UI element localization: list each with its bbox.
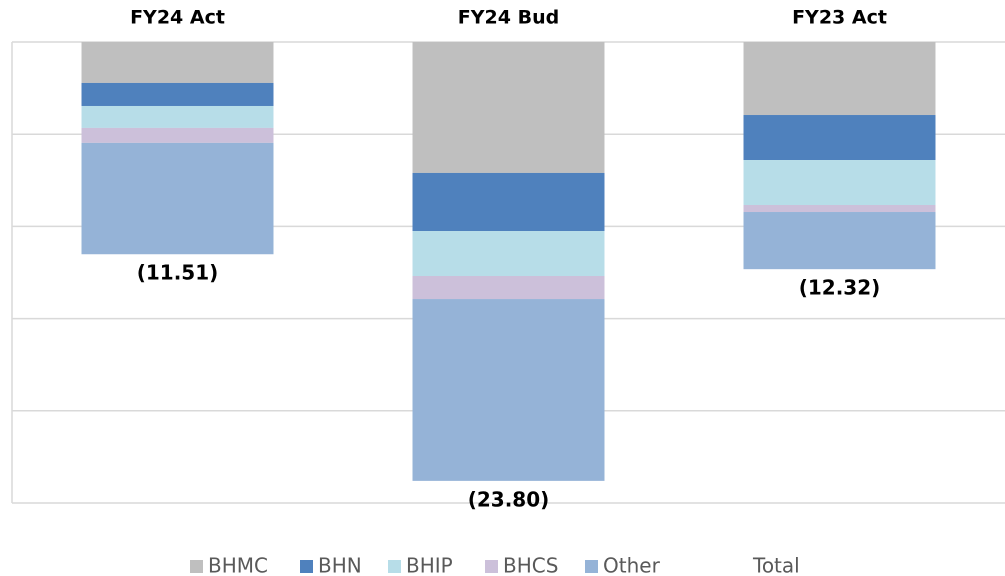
total-label: (11.51) <box>137 261 219 285</box>
bar-segment <box>412 276 605 300</box>
legend-label: BHN <box>318 554 362 576</box>
legend-label: Other <box>603 554 661 576</box>
legend-marker <box>585 560 598 573</box>
legend-label: Total <box>752 554 800 576</box>
legend-label: BHMC <box>208 554 268 576</box>
bar-segment <box>743 42 936 116</box>
bar-segment <box>743 115 936 161</box>
legend-label: BHCS <box>503 554 558 576</box>
bar-segment <box>81 42 274 83</box>
bar-segment <box>743 205 936 213</box>
bar-segment <box>743 212 936 270</box>
bar-segment <box>81 142 274 255</box>
legend-marker <box>388 560 401 573</box>
legend-marker <box>190 560 203 573</box>
legend-label: BHIP <box>406 554 453 576</box>
bar-segment <box>412 231 605 277</box>
bar-segment <box>743 160 936 206</box>
x-tick-label: FY23 Act <box>792 7 887 29</box>
bar-segment <box>412 42 605 173</box>
bar-segment <box>81 82 274 106</box>
bar-segment <box>412 172 605 232</box>
bar-segment <box>412 299 605 481</box>
x-tick-label: FY24 Bud <box>458 7 559 29</box>
x-tick-label: FY24 Act <box>130 7 225 29</box>
legend-marker <box>485 560 498 573</box>
total-label: (23.80) <box>468 487 550 511</box>
legend-marker <box>300 560 313 573</box>
total-label: (12.32) <box>799 276 881 300</box>
bar-segment <box>81 127 274 143</box>
bar-segment <box>81 105 274 128</box>
